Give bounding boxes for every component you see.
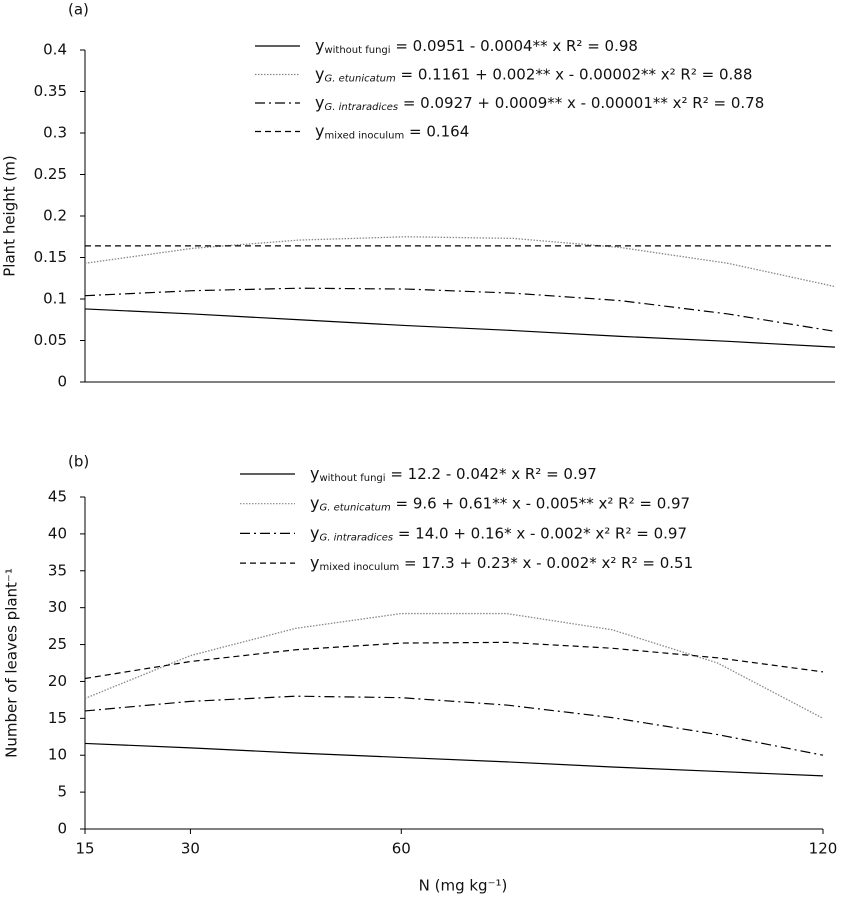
y-tick-label: 25 xyxy=(48,635,67,653)
legend-name: y xyxy=(310,493,319,512)
y-tick-label: 15 xyxy=(48,709,67,727)
y-tick-label: 0.4 xyxy=(43,41,67,59)
y-tick-label: 20 xyxy=(48,672,67,690)
y-tick-label: 0.1 xyxy=(43,290,67,308)
y-tick-label: 5 xyxy=(57,783,67,801)
legend-name: y xyxy=(315,121,324,140)
legend-equation: = 0.0951 - 0.0004** x R² = 0.98 xyxy=(391,37,638,55)
x-tick-label: 60 xyxy=(392,840,411,858)
legend-equation: = 0.1161 + 0.002** x - 0.00002** x² R² =… xyxy=(396,65,753,83)
x-tick-label: 15 xyxy=(75,840,94,858)
legend-subscript: G. etunicatum xyxy=(324,74,396,85)
legend-equation: = 0.0927 + 0.0009** x - 0.00001** x² R² … xyxy=(398,94,764,112)
y-tick-label: 0.05 xyxy=(34,331,67,349)
legend-name: y xyxy=(315,36,324,55)
y-tick-label: 35 xyxy=(48,561,67,579)
series-line xyxy=(84,641,824,680)
legend-subscript: without fungi xyxy=(324,45,390,56)
series-line xyxy=(84,742,824,777)
legend-subscript: G. intraradices xyxy=(319,532,393,543)
legend-name: y xyxy=(310,464,319,483)
legend-entry: yG. etunicatum = 0.1161 + 0.002** x - 0.… xyxy=(315,64,752,85)
legend-name: y xyxy=(310,523,319,542)
legend-equation: = 12.2 - 0.042* x R² = 0.97 xyxy=(386,465,597,483)
legend-equation: = 17.3 + 0.23* x - 0.002* x² R² = 0.51 xyxy=(399,554,693,572)
legend-entry: yG. intraradices = 14.0 + 0.16* x - 0.00… xyxy=(310,523,687,544)
legend-entry: yG. intraradices = 0.0927 + 0.0009** x -… xyxy=(315,93,764,114)
x-tick-label: 30 xyxy=(181,840,200,858)
legend-subscript: G. intraradices xyxy=(324,102,398,113)
y-tick-label: 45 xyxy=(48,488,67,506)
legend-subscript: G. etunicatum xyxy=(319,503,391,514)
legend-equation: = 9.6 + 0.61** x - 0.005** x² R² = 0.97 xyxy=(391,494,690,512)
panel-label: (b) xyxy=(68,453,89,471)
legend-equation: = 14.0 + 0.16* x - 0.002* x² R² = 0.97 xyxy=(393,524,687,542)
y-tick-label: 0.25 xyxy=(34,165,67,183)
series-line xyxy=(84,308,836,348)
y-tick-label: 0 xyxy=(57,820,67,838)
legend-subscript: without fungi xyxy=(319,473,385,484)
legend-name: y xyxy=(315,64,324,83)
legend-entry: ymixed inoculum = 0.164 xyxy=(315,121,469,142)
legend-name: y xyxy=(310,553,319,572)
y-tick-label: 10 xyxy=(48,746,67,764)
y-axis-label: Number of leaves plant⁻¹ xyxy=(3,568,21,758)
series-line xyxy=(84,287,836,332)
legend-name: y xyxy=(315,93,324,112)
legend-subscript: mixed inoculum xyxy=(324,131,404,142)
y-tick-label: 0.35 xyxy=(34,82,67,100)
legend-equation: = 0.164 xyxy=(404,122,469,140)
y-tick-label: 0.2 xyxy=(43,207,67,225)
legend-entry: ywithout fungi = 0.0951 - 0.0004** x R² … xyxy=(315,36,638,57)
y-tick-label: 0.3 xyxy=(43,124,67,142)
y-tick-label: 40 xyxy=(48,524,67,542)
series-line xyxy=(84,695,824,756)
x-tick-label: 120 xyxy=(809,840,838,858)
legend-entry: yG. etunicatum = 9.6 + 0.61** x - 0.005*… xyxy=(310,493,690,514)
y-tick-label: 30 xyxy=(48,598,67,616)
legend-subscript: mixed inoculum xyxy=(319,562,399,573)
series-line xyxy=(84,236,836,288)
series-line xyxy=(84,612,824,719)
panel-label: (a) xyxy=(68,1,89,19)
y-tick-label: 0.15 xyxy=(34,248,67,266)
legend-entry: ywithout fungi = 12.2 - 0.042* x R² = 0.… xyxy=(310,464,597,485)
x-axis-label: N (mg kg⁻¹) xyxy=(419,877,508,895)
y-axis-label: Plant height (m) xyxy=(1,155,19,276)
y-tick-label: 0 xyxy=(57,373,67,391)
legend-entry: ymixed inoculum = 17.3 + 0.23* x - 0.002… xyxy=(310,553,693,574)
